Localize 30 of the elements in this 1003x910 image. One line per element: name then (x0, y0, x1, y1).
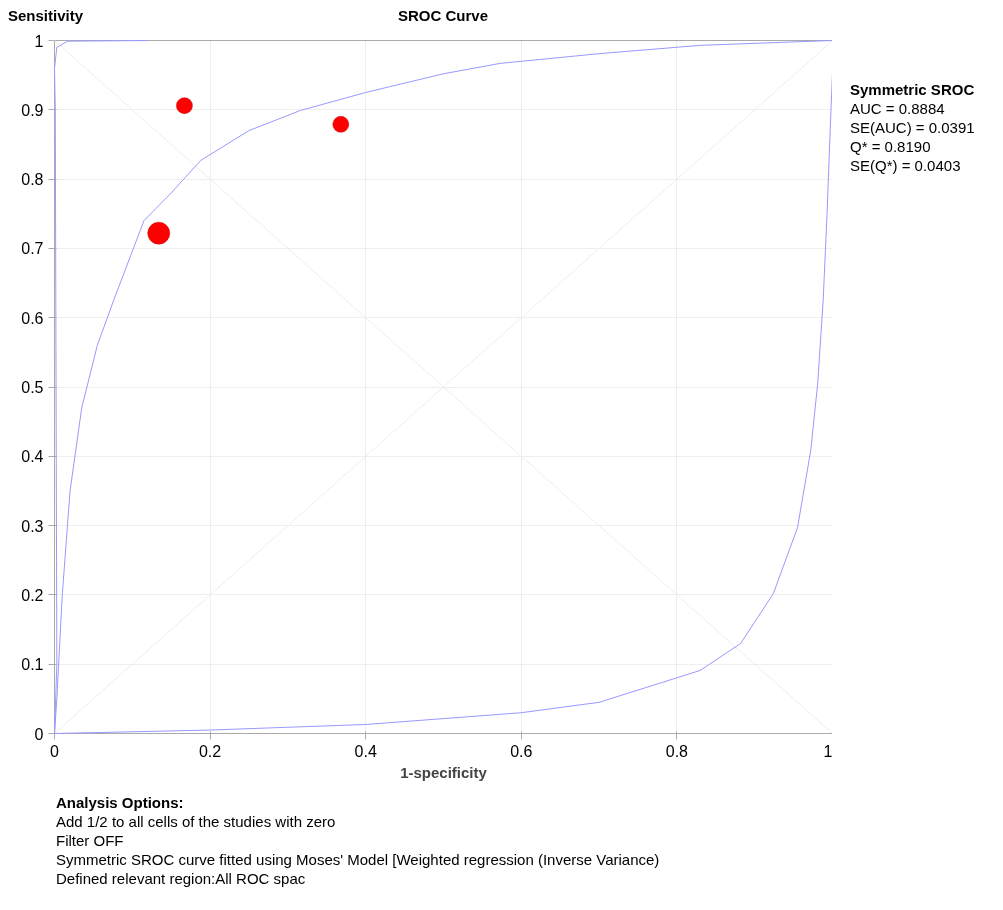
x-tick-label: 0 (50, 742, 60, 760)
y-tick-label: 0.3 (21, 517, 44, 535)
y-tick-label: 0.8 (21, 171, 44, 189)
y-tick-label: 0.4 (21, 448, 44, 466)
x-axis-title: 1-specificity (400, 763, 488, 781)
y-tick-label: 0.1 (21, 656, 44, 674)
y-tick-label: 0.6 (21, 309, 44, 327)
x-tick-label: 0.2 (198, 742, 222, 760)
y-axis-title: Sensitivity (8, 6, 84, 25)
x-tick-label: 0.8 (665, 742, 689, 760)
text: Filter OFF (56, 831, 125, 850)
x-tick-label: 1 (823, 742, 833, 760)
text: Symmetric SROC curve fitted using Moses' Model [Weighted regression (Inverse Variance) (56, 850, 660, 869)
y-tick-label: 0.2 (21, 586, 44, 604)
y-tick-label: 0.7 (21, 240, 44, 258)
x-tick-label: 0.6 (510, 742, 533, 760)
y-tick-label: 0.5 (21, 379, 44, 396)
y-tick-label: 1 (34, 32, 44, 50)
y-tick-label: 0.9 (21, 101, 44, 119)
text: Defined relevant region:All ROC spac (56, 869, 307, 888)
text: Analysis Options: (56, 793, 185, 812)
text: Q* = 0.8190 (850, 137, 932, 156)
y-tick-label: 0 (34, 725, 44, 743)
text: AUC = 0.8884 (850, 99, 946, 118)
x-tick-label: 0.4 (354, 742, 377, 760)
text: Add 1/2 to all cells of the studies with zero (56, 812, 337, 831)
text: Symmetric SROC (850, 80, 975, 99)
chart-title: SROC Curve (397, 6, 489, 25)
text: SE(AUC) = 0.0391 (850, 118, 975, 137)
text: SE(Q*) = 0.0403 (850, 156, 962, 175)
